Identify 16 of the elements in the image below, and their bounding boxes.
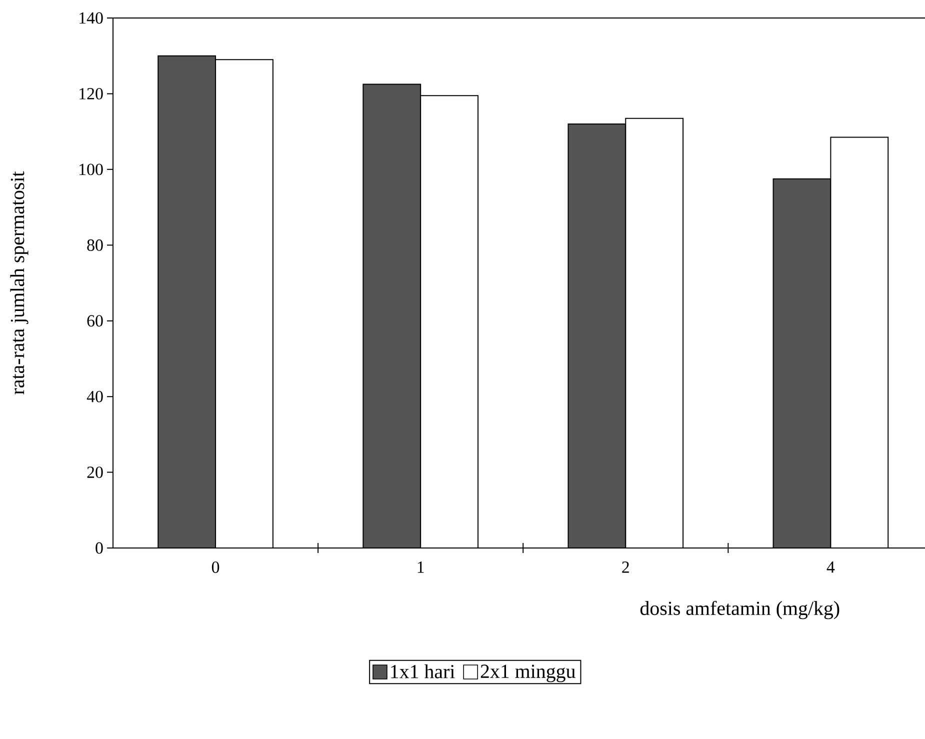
- y-tick-label: 60: [87, 315, 103, 327]
- y-tick-label: 100: [80, 164, 103, 176]
- x-tick-label: 0: [212, 562, 220, 573]
- y-tick-label: 120: [80, 88, 103, 100]
- legend-label: 2x1 minggu: [480, 664, 576, 682]
- x-tick-label: 1: [418, 562, 424, 573]
- x-tick-label: 4: [826, 562, 835, 573]
- x-axis-title: dosis amfetamin (mg/kg): [640, 600, 840, 620]
- y-tick-label: 40: [86, 390, 103, 402]
- legend-label: 1x1 hari: [391, 664, 455, 678]
- x-tick-label: 2: [622, 562, 629, 573]
- y-tick-label: 0: [96, 542, 103, 554]
- y-tick-label: 20: [87, 466, 103, 478]
- y-tick-label: 140: [80, 12, 103, 24]
- y-axis-title: rata-rata jumlah spermatosit: [10, 171, 28, 394]
- y-tick-label: 80: [87, 239, 103, 251]
